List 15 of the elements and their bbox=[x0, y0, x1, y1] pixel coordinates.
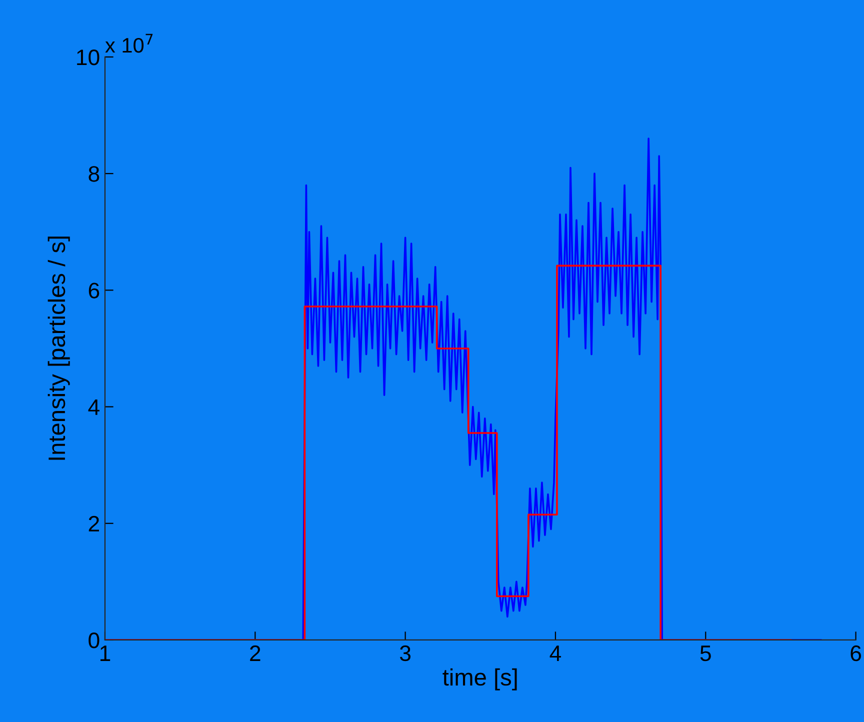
y-tick-label: 2 bbox=[88, 516, 99, 532]
y-tick-label: 10 bbox=[77, 50, 100, 66]
y-tick-label: 8 bbox=[88, 166, 100, 182]
x-tick-label: 2 bbox=[250, 645, 260, 661]
x-axis-title: time [s] bbox=[442, 668, 517, 690]
text: x 10$^{7}$ bbox=[105, 34, 153, 53]
y-tick-label: 0 bbox=[88, 632, 100, 648]
x-tick-label: 5 bbox=[700, 646, 711, 662]
x-tick-label: 3 bbox=[400, 645, 411, 662]
x-tick-label: 6 bbox=[850, 645, 861, 662]
y-tick-label: 6 bbox=[88, 282, 100, 298]
x-tick-label: 1 bbox=[100, 646, 110, 661]
y-axis-title: Intensity [particles / s] bbox=[48, 236, 70, 460]
x-tick-label: 4 bbox=[550, 646, 561, 661]
y-tick-label: 4 bbox=[88, 400, 100, 415]
